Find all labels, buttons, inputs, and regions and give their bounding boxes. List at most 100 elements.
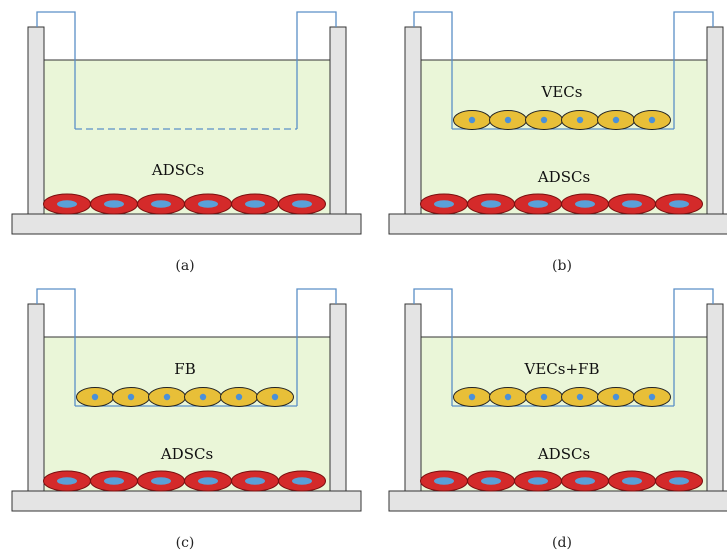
insert-cell	[76, 387, 114, 407]
insert-cell	[453, 110, 491, 130]
bottom-cell-nucleus	[151, 200, 171, 208]
bottom-cell-label: ADSCs	[151, 161, 204, 179]
bottom-cell	[467, 193, 515, 215]
well-wall-left	[27, 303, 45, 492]
bottom-cell-nucleus	[622, 477, 642, 485]
insert-cell-nucleus	[468, 393, 476, 401]
bottom-cell-nucleus	[104, 477, 124, 485]
insert-cell	[525, 387, 563, 407]
well-base	[388, 213, 727, 235]
panel-caption: (b)	[552, 258, 572, 274]
bottom-cell-nucleus	[434, 200, 454, 208]
insert-cell	[561, 110, 599, 130]
bottom-cell	[137, 193, 185, 215]
bottom-cell-label: ADSCs	[537, 445, 590, 463]
bottom-cell	[655, 470, 703, 492]
insert-cell	[112, 387, 150, 407]
insert-cell-nucleus	[576, 393, 584, 401]
culture-medium	[420, 336, 708, 492]
bottom-cell	[278, 193, 326, 215]
bottom-cell	[608, 470, 656, 492]
insert-cell	[453, 387, 491, 407]
bottom-cell	[231, 470, 279, 492]
insert-cell-nucleus	[163, 393, 171, 401]
culture-medium	[420, 59, 708, 215]
bottom-cell	[184, 470, 232, 492]
insert-cell-nucleus	[648, 393, 656, 401]
bottom-cell-label: ADSCs	[537, 168, 590, 186]
well-wall-right	[329, 26, 347, 215]
panel-b: VECs ADSCs (b)	[388, 11, 727, 274]
insert-cell-nucleus	[91, 393, 99, 401]
insert-cell-nucleus	[235, 393, 243, 401]
bottom-cell	[231, 193, 279, 215]
panel-d: VECs+FB ADSCs (d)	[388, 288, 727, 551]
well-base	[11, 213, 362, 235]
bottom-cell	[43, 193, 91, 215]
panel-c: FB ADSCs (c)	[11, 288, 362, 551]
insert-cell-label: VECs+FB	[524, 360, 600, 378]
bottom-cell-nucleus	[528, 200, 548, 208]
culture-medium	[43, 336, 331, 492]
insert-cell-nucleus	[540, 393, 548, 401]
bottom-cell	[278, 470, 326, 492]
insert-cell	[561, 387, 599, 407]
transwell-insert	[413, 288, 714, 406]
bottom-cell-nucleus	[434, 477, 454, 485]
insert-cell	[633, 387, 671, 407]
insert-cell-nucleus	[504, 116, 512, 124]
bottom-cell-nucleus	[622, 200, 642, 208]
bottom-cell-nucleus	[245, 200, 265, 208]
bottom-cell-nucleus	[669, 477, 689, 485]
panel-caption: (a)	[175, 258, 194, 274]
bottom-cell	[514, 193, 562, 215]
well-wall-right	[706, 26, 724, 215]
bottom-cell	[90, 470, 138, 492]
insert-cell-label: FB	[174, 360, 195, 378]
insert-cell	[184, 387, 222, 407]
insert-cell	[256, 387, 294, 407]
bottom-cell-nucleus	[292, 477, 312, 485]
insert-cell	[633, 110, 671, 130]
insert-cell-nucleus	[612, 116, 620, 124]
well-wall-left	[404, 26, 422, 215]
bottom-cell-nucleus	[292, 200, 312, 208]
bottom-cell-nucleus	[669, 200, 689, 208]
bottom-cell-nucleus	[198, 477, 218, 485]
bottom-cell-nucleus	[481, 200, 501, 208]
bottom-cell-label: ADSCs	[160, 445, 213, 463]
insert-cell	[148, 387, 186, 407]
insert-cell	[489, 110, 527, 130]
bottom-cell	[420, 193, 468, 215]
bottom-cell-nucleus	[57, 477, 77, 485]
insert-cell	[489, 387, 527, 407]
insert-cell	[525, 110, 563, 130]
transwell-insert	[36, 11, 337, 129]
panel-a: ADSCs (a)	[11, 11, 362, 274]
well-base	[11, 490, 362, 512]
bottom-cell-nucleus	[528, 477, 548, 485]
bottom-cell-nucleus	[575, 200, 595, 208]
bottom-cell-nucleus	[104, 200, 124, 208]
bottom-cell	[561, 470, 609, 492]
transwell-insert	[36, 288, 337, 406]
bottom-cell-nucleus	[245, 477, 265, 485]
bottom-cell	[420, 470, 468, 492]
insert-cell-nucleus	[271, 393, 279, 401]
bottom-cell	[467, 470, 515, 492]
insert-cell-nucleus	[576, 116, 584, 124]
insert-cell-nucleus	[199, 393, 207, 401]
well-wall-right	[329, 303, 347, 492]
insert-cell	[597, 110, 635, 130]
bottom-cell-nucleus	[151, 477, 171, 485]
bottom-cell	[608, 193, 656, 215]
bottom-cell	[43, 470, 91, 492]
insert-cell-nucleus	[612, 393, 620, 401]
panel-caption: (c)	[176, 535, 195, 551]
bottom-cell	[90, 193, 138, 215]
insert-cell-nucleus	[127, 393, 135, 401]
bottom-cell-nucleus	[481, 477, 501, 485]
well-base	[388, 490, 727, 512]
insert-cell-nucleus	[504, 393, 512, 401]
